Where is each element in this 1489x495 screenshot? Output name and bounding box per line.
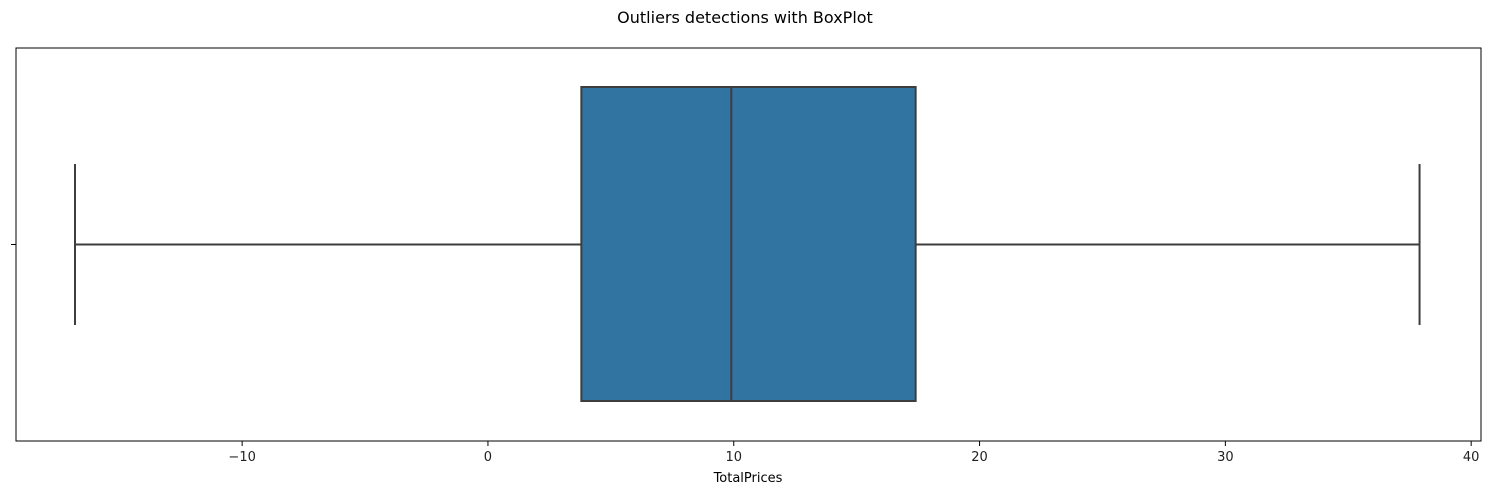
x-tick-label: 30 [1217, 450, 1234, 465]
x-tick-label: 40 [1463, 450, 1480, 465]
box-group [73, 86, 1421, 402]
chart-title: Outliers detections with BoxPlot [617, 8, 873, 27]
x-axis-ticks: −10 0 10 20 30 40 [228, 441, 1479, 465]
interquartile-box [580, 86, 917, 402]
x-tick-label: −10 [228, 450, 255, 465]
x-tick-label: 20 [971, 450, 988, 465]
x-tick-label: 0 [484, 450, 492, 465]
x-tick-label: 10 [725, 450, 742, 465]
x-axis-label: TotalPrices [713, 471, 783, 486]
